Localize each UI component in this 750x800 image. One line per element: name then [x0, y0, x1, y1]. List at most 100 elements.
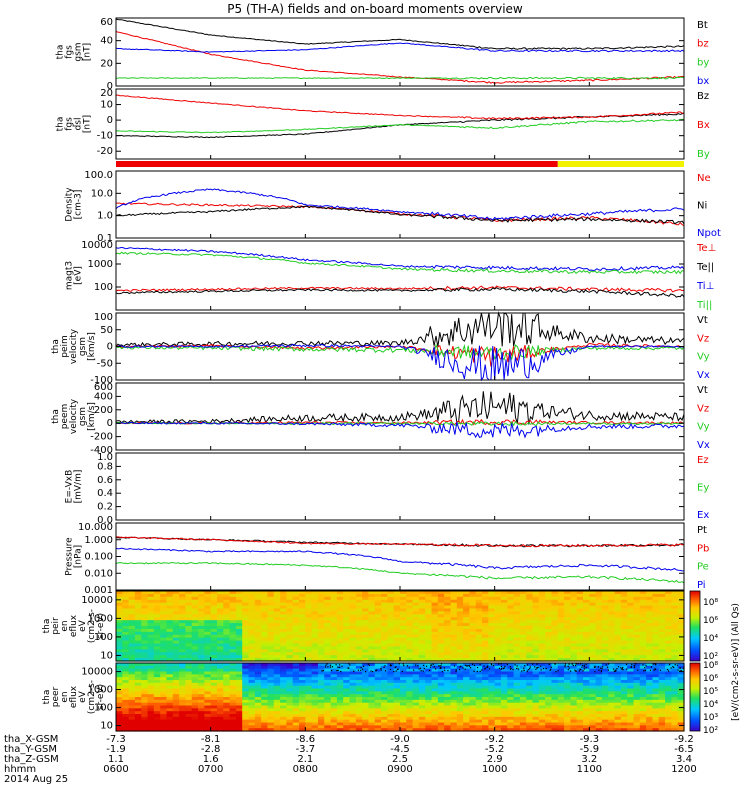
heatmap-cell: [601, 626, 609, 630]
heatmap-cell: [646, 623, 654, 627]
heatmap-cell: [532, 699, 540, 704]
heatmap-cell: [229, 599, 237, 604]
heatmap-cell: [494, 626, 502, 630]
heatmap-cell: [507, 685, 515, 690]
heatmap-cell: [381, 614, 388, 618]
heatmap-cell: [368, 605, 376, 610]
heatmap-cell: [210, 674, 218, 678]
heatmap-cell: [652, 699, 660, 704]
heatmap-cell: [128, 643, 136, 648]
legend-entry-Vy: Vy: [697, 352, 710, 363]
heatmap-cell: [343, 705, 351, 709]
series-line-Ne: [116, 202, 685, 227]
heatmap-cell: [254, 591, 262, 595]
heatmap-cell: [646, 637, 654, 642]
heatmap-cell: [153, 714, 161, 718]
heatmap-cell: [248, 697, 256, 701]
heatmap-cell: [116, 682, 123, 687]
heatmap-cell: [431, 691, 439, 695]
heatmap-cell: [223, 596, 231, 601]
heatmap-cell: [216, 671, 224, 675]
heatmap-cell: [456, 652, 464, 656]
heatmap-cell: [412, 674, 420, 678]
y-tick-label: 20: [100, 58, 113, 69]
heatmap-cell: [400, 655, 407, 659]
heatmap-cell: [349, 663, 357, 667]
heatmap-cell: [305, 705, 313, 709]
heatmap-cell: [134, 671, 142, 675]
heatmap-cell: [400, 691, 407, 695]
heatmap-cell: [658, 677, 666, 681]
heatmap-cell: [671, 725, 679, 729]
heatmap-cell: [216, 611, 224, 615]
heatmap-cell: [652, 691, 660, 695]
heatmap-cell: [305, 665, 313, 670]
heatmap-cell: [595, 593, 603, 598]
heatmap-cell: [381, 596, 388, 601]
heatmap-cell: [179, 634, 187, 639]
noise-dot: [509, 666, 512, 668]
heatmap-cell: [633, 628, 641, 633]
noise-dot: [645, 665, 647, 667]
heatmap-cell: [387, 722, 395, 726]
heatmap-cell: [633, 634, 641, 639]
heatmap-cell: [229, 652, 237, 656]
heatmap-cell: [235, 634, 243, 639]
heatmap-cell: [437, 596, 445, 601]
heatmap-cell: [418, 714, 426, 718]
heatmap-cell: [317, 688, 325, 692]
heatmap-cell: [589, 699, 597, 704]
heatmap-cell: [519, 643, 527, 648]
heatmap-cell: [665, 591, 672, 595]
heatmap-cell: [431, 637, 439, 642]
heatmap-cell: [570, 688, 578, 692]
heatmap-cell: [627, 617, 635, 621]
heatmap-cell: [317, 611, 325, 615]
heatmap-cell: [595, 691, 603, 695]
heatmap-cell: [545, 708, 553, 712]
noise-dot: [608, 663, 610, 665]
heatmap-cell: [343, 691, 351, 695]
heatmap-cell: [292, 702, 300, 707]
heatmap-cell: [147, 674, 155, 678]
heatmap-cell: [614, 655, 622, 659]
heatmap-cell: [545, 628, 553, 633]
heatmap-cell: [324, 593, 332, 598]
heatmap-cell: [469, 725, 477, 729]
heatmap-cell: [273, 714, 281, 718]
heatmap-cell: [311, 591, 319, 595]
heatmap-cell: [627, 611, 635, 615]
heatmap-cell: [400, 631, 407, 636]
legend-entry-Vz: Vz: [697, 333, 709, 344]
heatmap-cell: [665, 608, 672, 613]
heatmap-cell: [305, 614, 313, 618]
heatmap-cell: [519, 620, 527, 624]
heatmap-cell: [229, 694, 237, 698]
noise-dot: [340, 670, 342, 673]
heatmap-cell: [646, 691, 654, 695]
heatmap-cell: [235, 593, 243, 598]
heatmap-cell: [305, 685, 313, 690]
noise-dot: [570, 670, 572, 672]
heatmap-cell: [400, 643, 407, 648]
noise-dot: [324, 666, 327, 668]
heatmap-cell: [456, 626, 464, 630]
heatmap-cell: [229, 591, 237, 595]
heatmap-cell: [299, 591, 306, 595]
heatmap-cell: [418, 685, 426, 690]
heatmap-cell: [166, 728, 174, 732]
heatmap-cell: [456, 728, 464, 732]
heatmap-cell: [204, 663, 212, 667]
heatmap-cell: [614, 663, 622, 667]
y-tick-label: 10.000: [78, 522, 113, 533]
y-axis-label: dsl: [74, 118, 84, 131]
heatmap-cell: [185, 663, 193, 667]
heatmap-cell: [160, 620, 168, 624]
heatmap-cell: [292, 682, 300, 687]
heatmap-cell: [482, 620, 489, 624]
heatmap-cell: [147, 611, 155, 615]
heatmap-cell: [381, 631, 388, 636]
heatmap-cell: [532, 652, 540, 656]
heatmap-cell: [456, 705, 464, 709]
heatmap-cell: [576, 652, 584, 656]
